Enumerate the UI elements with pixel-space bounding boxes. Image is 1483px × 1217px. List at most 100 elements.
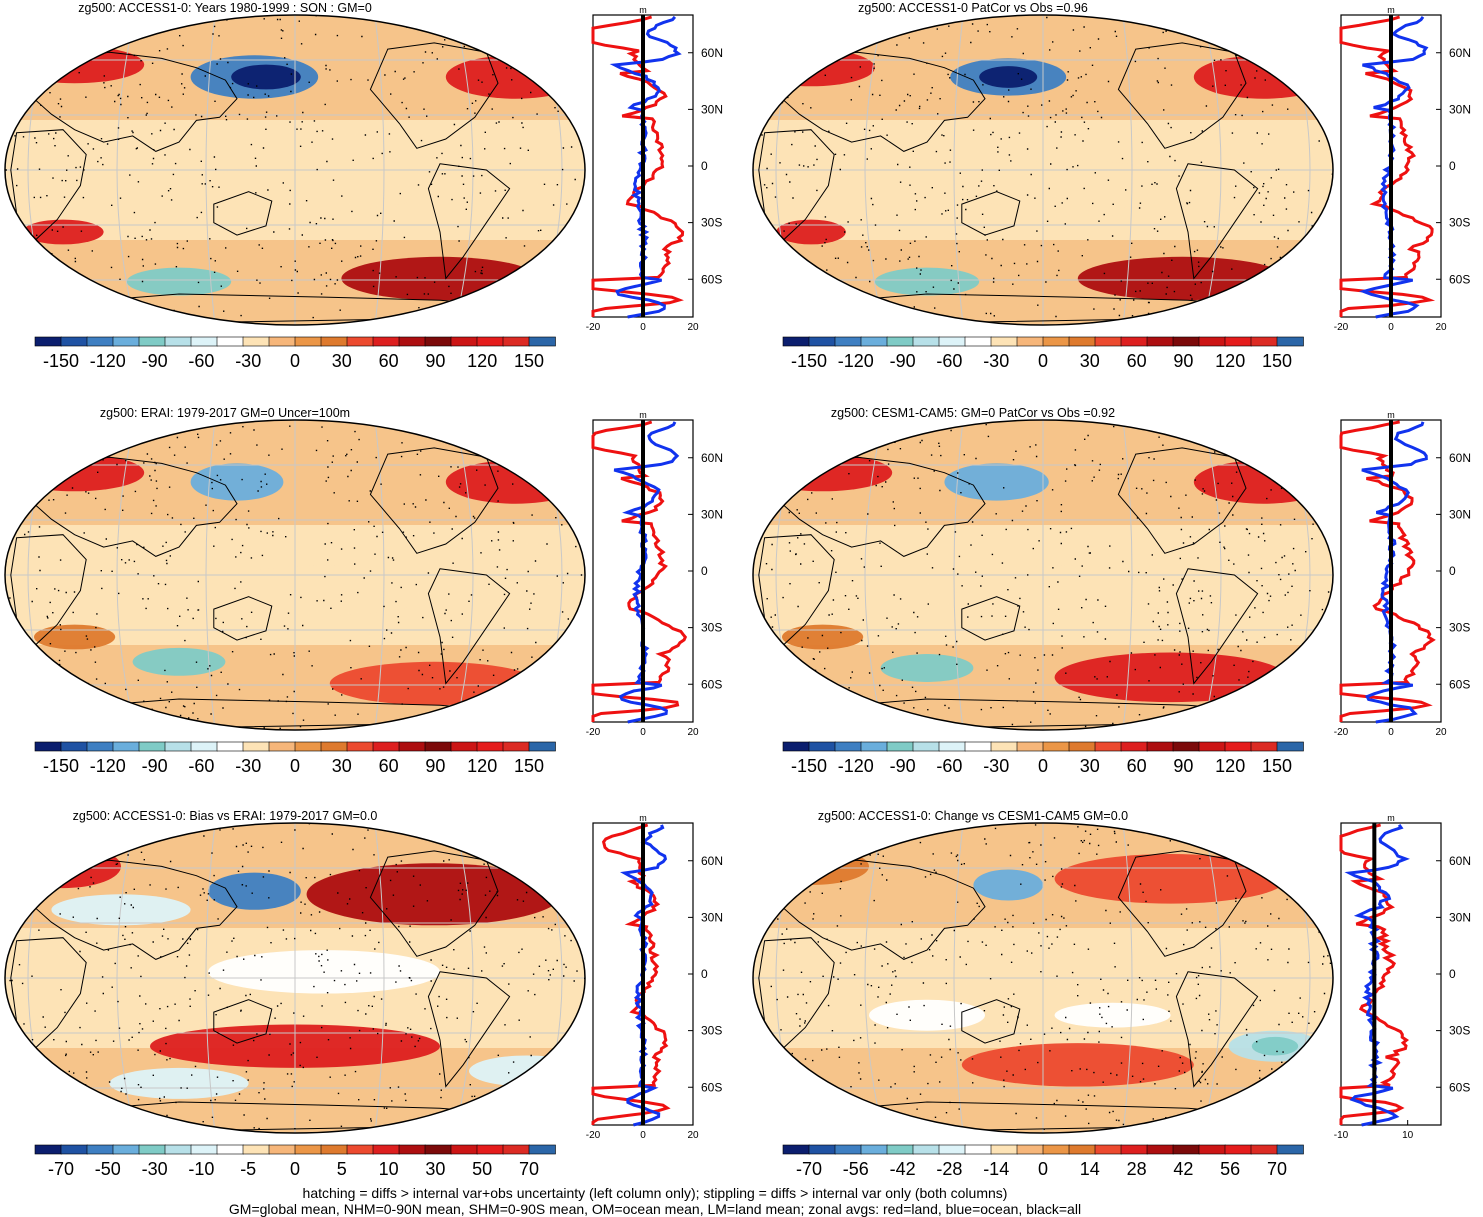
- zonal-xtick-label: -10: [1334, 1130, 1349, 1141]
- zonal-ytick-label: 60S: [701, 677, 722, 691]
- colorbar-box: [294, 741, 322, 752]
- graticule-lon: [205, 823, 216, 1133]
- colorbar-label: 60: [1127, 756, 1147, 776]
- colorbar-label: -60: [188, 351, 214, 371]
- field-anomaly: [1251, 1036, 1299, 1056]
- land-zonal-line: [1339, 15, 1436, 317]
- colorbar-label: 30: [1080, 351, 1100, 371]
- colorbar-box: [938, 336, 966, 347]
- colorbar-box: [528, 1144, 556, 1155]
- colorbar-label: -90: [142, 756, 168, 776]
- map-border: [4, 419, 586, 731]
- colorbar-box: [164, 1144, 192, 1155]
- field-anomaly: [208, 565, 440, 616]
- coastline: [369, 850, 499, 957]
- colorbar-label: 30: [332, 351, 352, 371]
- zonal-units: m: [639, 5, 647, 15]
- graticule-lon: [1122, 15, 1133, 325]
- land-zonal-line: [591, 420, 688, 722]
- colorbar-label: -70: [796, 1159, 822, 1179]
- coastline: [33, 51, 238, 152]
- colorbar-label: 70: [519, 1159, 539, 1179]
- colorbar-label: 42: [1173, 1159, 1193, 1179]
- colorbar-box: [450, 1144, 478, 1155]
- map-border: [752, 14, 1334, 326]
- colorbar-box: [1224, 741, 1252, 752]
- field-anomaly: [5, 844, 121, 889]
- map-border: [4, 14, 586, 326]
- colorbar-box: [34, 741, 62, 752]
- coastline: [781, 51, 986, 152]
- colorbar-box: [860, 741, 888, 752]
- colorbar-label: -120: [90, 351, 126, 371]
- zonal-xtick-label: 10: [1402, 1130, 1414, 1141]
- colorbar-box: [886, 741, 914, 752]
- zonal-xtick-label: 0: [1388, 727, 1394, 738]
- colorbar-box: [782, 1144, 810, 1155]
- colorbar-box: [834, 336, 862, 347]
- colorbar-box: [1224, 336, 1252, 347]
- colorbar-box: [1146, 1144, 1174, 1155]
- zonal-xtick-label: -20: [586, 322, 601, 333]
- colorbar-box: [60, 336, 88, 347]
- field-anomaly: [979, 66, 1038, 88]
- coastline: [33, 456, 238, 557]
- colorbar-box: [860, 336, 888, 347]
- field-anomaly: [22, 219, 104, 245]
- field-anomaly: [753, 49, 875, 87]
- graticule-lon: [1122, 823, 1133, 1133]
- colorbar-box: [808, 741, 836, 752]
- zonal-xtick-label: -20: [586, 1130, 601, 1141]
- map: [752, 419, 1334, 731]
- colorbar-box: [502, 1144, 530, 1155]
- field-anomaly: [944, 463, 1049, 501]
- field-anomaly: [132, 647, 226, 676]
- colorbar-label: 90: [1173, 756, 1193, 776]
- colorbar-box: [294, 336, 322, 347]
- zonal-xtick-label: -20: [586, 727, 601, 738]
- coastline: [10, 534, 87, 648]
- panel-3: zg500: ERAI: 1979-2017 GM=0 Uncer=100m -1…: [4, 406, 723, 776]
- colorbar-box: [860, 1144, 888, 1155]
- zonal-ytick-label: 60N: [1449, 46, 1471, 60]
- graticule-lon: [454, 823, 474, 1133]
- colorbar-label: 30: [425, 1159, 445, 1179]
- coastline: [961, 999, 1021, 1044]
- zonal-xtick-label: 0: [640, 727, 646, 738]
- zonal-ytick-label: 60N: [1449, 854, 1471, 868]
- colorbar-box: [60, 1144, 88, 1155]
- colorbar-box: [190, 741, 218, 752]
- zonal-ytick-label: 30N: [1449, 507, 1471, 521]
- panel-title: zg500: ACCESS1-0: Change vs CESM1-CAM5 G…: [818, 809, 1128, 823]
- graticule-lon: [953, 823, 964, 1133]
- zonal-ytick-label: 30S: [701, 1024, 722, 1038]
- colorbar-label: -42: [890, 1159, 916, 1179]
- colorbar-box: [1198, 336, 1226, 347]
- colorbar-label: 90: [425, 351, 445, 371]
- coastline: [1117, 42, 1247, 149]
- zonal-ytick-label: 30S: [701, 621, 722, 635]
- graticule-lon: [205, 420, 216, 730]
- zonal-plot: m -20 0 20 60N 30N 0 30S 60S: [586, 813, 723, 1141]
- colorbar-box: [834, 741, 862, 752]
- zonal-ytick-label: 60N: [701, 46, 723, 60]
- colorbar-label: -56: [843, 1159, 869, 1179]
- colorbar-box: [1068, 741, 1096, 752]
- ocean-zonal-line: [1361, 421, 1428, 724]
- colorbar-label: -60: [188, 756, 214, 776]
- zonal-ytick-label: 0: [701, 159, 708, 173]
- field-anomaly: [782, 624, 864, 650]
- coastline: [758, 129, 835, 243]
- colorbar-box: [346, 1144, 374, 1155]
- colorbar-label: 28: [1127, 1159, 1147, 1179]
- coastline: [781, 859, 986, 960]
- land-zonal-line: [591, 823, 671, 1125]
- panel-6: zg500: ACCESS1-0: Change vs CESM1-CAM5 G…: [752, 809, 1471, 1179]
- colorbar-box: [294, 1144, 322, 1155]
- graticule-lon: [374, 823, 385, 1133]
- colorbar-box: [912, 1144, 940, 1155]
- colorbar-box: [938, 1144, 966, 1155]
- zonal-ytick-label: 0: [1449, 159, 1456, 173]
- zonal-ytick-label: 60N: [701, 451, 723, 465]
